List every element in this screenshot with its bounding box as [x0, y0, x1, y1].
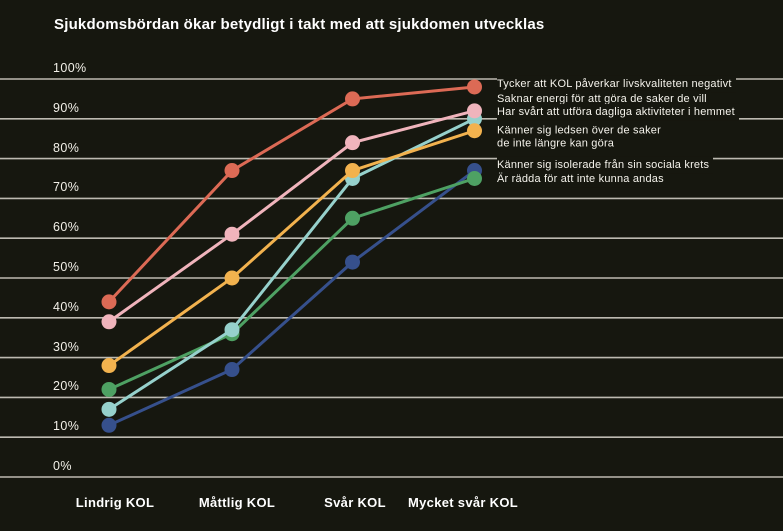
data-point	[467, 171, 482, 186]
y-tick-label-10pct: 10%	[53, 419, 80, 434]
y-tick-label-100pct: 100%	[53, 61, 87, 75]
data-point	[101, 401, 117, 417]
legend-item-text: Känner sig ledsen över de saker	[497, 124, 661, 137]
data-point	[224, 362, 240, 378]
data-point	[345, 91, 360, 107]
y-tick-label-40pct: 40%	[53, 299, 80, 314]
series-4	[101, 163, 482, 433]
chart-title: Sjukdomsbördan ökar betydligt i takt med…	[54, 16, 545, 33]
series-1	[101, 103, 482, 330]
series-line	[108, 117, 476, 411]
y-tick-label-0pct: 0%	[53, 459, 72, 473]
legend-item-3: Känner sig ledsen över de saker de inte l…	[497, 122, 665, 152]
y-tick-label-90pct: 90%	[53, 100, 80, 115]
data-point	[467, 123, 482, 139]
data-point	[101, 381, 117, 397]
legend-item-1: Saknar energi för att göra de saker de v…	[497, 90, 711, 108]
series-5	[101, 171, 482, 397]
data-point	[101, 417, 117, 433]
legend-item-0: Tycker att KOL påverkar livskvaliteten n…	[497, 75, 736, 93]
data-point	[101, 358, 117, 374]
legend-item-text: Är rädda för att inte kunna andas	[497, 172, 664, 185]
x-category-label-1: Måttlig KOL	[198, 495, 276, 510]
data-point	[224, 322, 240, 338]
series-line	[108, 177, 475, 391]
series-line	[108, 129, 475, 367]
x-category-label-0: Lindrig KOL	[75, 495, 155, 510]
legend-item-text: Tycker att KOL påverkar livskvaliteten n…	[497, 77, 732, 90]
legend-item-text: de inte längre kan göra	[497, 137, 615, 149]
legend-item-text: Har svårt att utföra dagliga aktiviteter…	[497, 105, 735, 118]
legend-item-text: Saknar energi för att göra de saker de v…	[497, 92, 707, 105]
series-line	[107, 85, 475, 303]
legend-item-2: Har svårt att utföra dagliga aktiviteter…	[497, 103, 739, 121]
x-category-label-3: Mycket svår KOL	[408, 495, 518, 510]
data-point	[345, 163, 360, 179]
data-point	[224, 270, 240, 286]
data-point	[101, 294, 117, 310]
series-line	[108, 169, 476, 427]
x-category-label-2: Svår KOL	[324, 495, 386, 510]
data-point	[224, 226, 240, 242]
data-point	[224, 163, 240, 179]
series-line	[108, 109, 475, 324]
data-point	[345, 254, 360, 270]
data-point	[345, 135, 360, 151]
y-tick-label-80pct: 80%	[53, 140, 80, 155]
data-point	[345, 210, 360, 226]
data-point	[101, 314, 117, 330]
y-tick-label-20pct: 20%	[53, 379, 80, 394]
y-tick-label-50pct: 50%	[53, 260, 80, 274]
legend-item-4: Känner sig isolerade från sin sociala kr…	[497, 156, 714, 174]
legend-item-5: Är rädda för att inte kunna andas	[497, 170, 668, 188]
series-3	[101, 123, 482, 374]
legend-item-text: Känner sig isolerade från sin sociala kr…	[497, 158, 710, 171]
series-2	[101, 111, 482, 417]
y-tick-label-70pct: 70%	[53, 180, 80, 195]
data-point	[467, 103, 482, 119]
y-tick-label-60pct: 60%	[53, 220, 80, 235]
y-tick-label-30pct: 30%	[53, 339, 80, 354]
data-point	[467, 79, 482, 95]
series-0	[101, 79, 482, 310]
